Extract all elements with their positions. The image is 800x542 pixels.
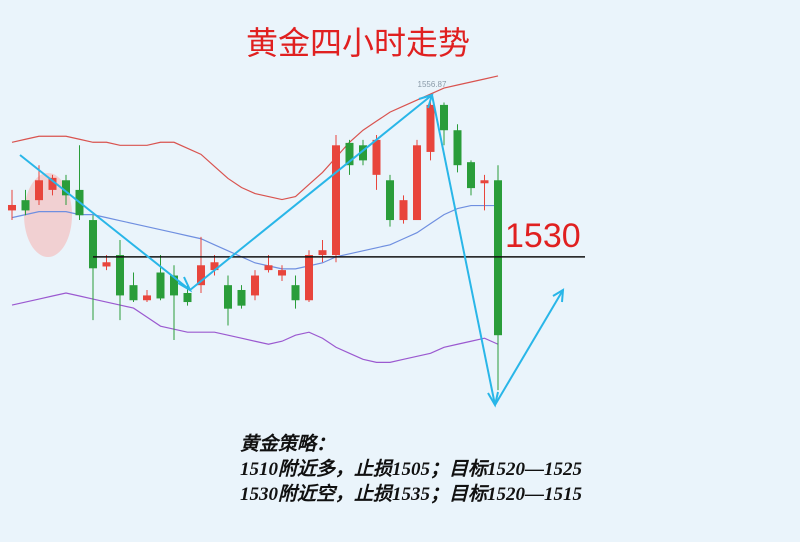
candle-body — [8, 204, 16, 211]
candle-body — [89, 220, 97, 269]
strategy-line: 1510附近多，止损1505；目标1520—1525 — [240, 458, 583, 480]
candle-body — [440, 104, 448, 131]
candle-body — [197, 265, 205, 286]
candle-body — [278, 270, 286, 276]
band-line — [11, 204, 498, 270]
candle-body — [291, 285, 300, 301]
candle-body — [251, 275, 259, 296]
candle-body — [305, 255, 313, 301]
candle-body — [399, 200, 408, 221]
candle-body — [102, 262, 111, 267]
candle-body — [21, 200, 30, 211]
candle-body — [183, 293, 192, 303]
strategy-line: 1530附近空，止损1535；目标1520—1515 — [240, 483, 583, 505]
candle-body — [318, 250, 327, 256]
candle-body — [143, 295, 151, 301]
candle-body — [116, 255, 124, 296]
band-line — [11, 75, 499, 201]
chart-title: 黄金四小时走势 — [246, 25, 470, 61]
candle-body — [467, 162, 475, 189]
strategy-line: 黄金策略： — [240, 433, 335, 455]
band-line — [11, 292, 499, 363]
candle-body — [345, 142, 354, 166]
candle-body — [413, 145, 421, 221]
candle-body — [426, 104, 435, 152]
candle-body — [129, 285, 138, 301]
candle-body — [494, 180, 502, 336]
candle-body — [156, 272, 165, 299]
candle-body — [48, 177, 57, 190]
candle-body — [372, 139, 381, 175]
candle-body — [224, 285, 232, 309]
candle-body — [386, 180, 394, 221]
candle-body — [35, 180, 43, 201]
candle-body — [332, 145, 340, 256]
plot — [8, 75, 585, 391]
candle-body — [170, 275, 178, 296]
candle-body — [480, 180, 489, 184]
candle-body — [237, 289, 246, 306]
candle-body — [453, 130, 462, 166]
candle-body — [210, 262, 219, 271]
trend-arrows — [19, 93, 565, 408]
level-label: 1530 — [505, 217, 581, 255]
candle-body — [264, 265, 273, 271]
candle-body — [62, 180, 70, 196]
peak-label: 1556.87 — [418, 80, 447, 89]
candle-body — [359, 145, 367, 161]
